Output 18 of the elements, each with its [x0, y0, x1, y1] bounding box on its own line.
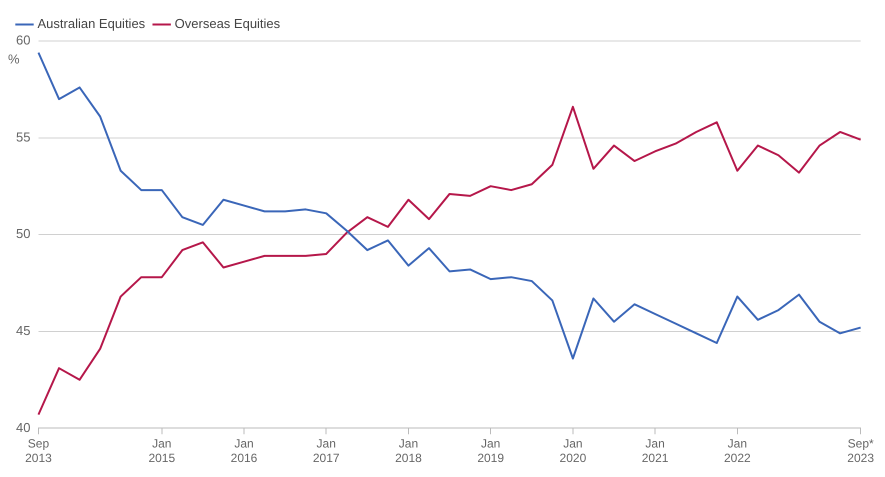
x-tick-label: Sep 2013 — [25, 436, 52, 466]
x-tick-label: Jan 2015 — [148, 436, 176, 466]
legend-label: Overseas Equities — [174, 16, 281, 32]
y-tick-label: 55 — [16, 129, 30, 144]
y-tick-label: 45 — [16, 322, 30, 338]
y-tick-label: 50 — [16, 226, 30, 242]
y-tick-label: 60 — [16, 32, 30, 48]
legend-label: Australian Equities — [38, 16, 146, 32]
x-tick-label: Sep* 2023 — [847, 436, 874, 466]
x-tick-label: Jan 2016 — [230, 436, 258, 466]
x-tick-label: Jan 2018 — [395, 436, 422, 466]
x-tick-label: Jan 2022 — [724, 436, 751, 466]
x-tick-label: Jan 2019 — [477, 436, 504, 466]
y-axis-title: % — [8, 52, 20, 67]
x-tick-label: Jan 2020 — [560, 436, 587, 466]
y-tick-label: 40 — [16, 420, 30, 435]
x-tick-label: Jan 2017 — [312, 436, 340, 466]
x-tick-label: Jan 2021 — [642, 436, 669, 466]
